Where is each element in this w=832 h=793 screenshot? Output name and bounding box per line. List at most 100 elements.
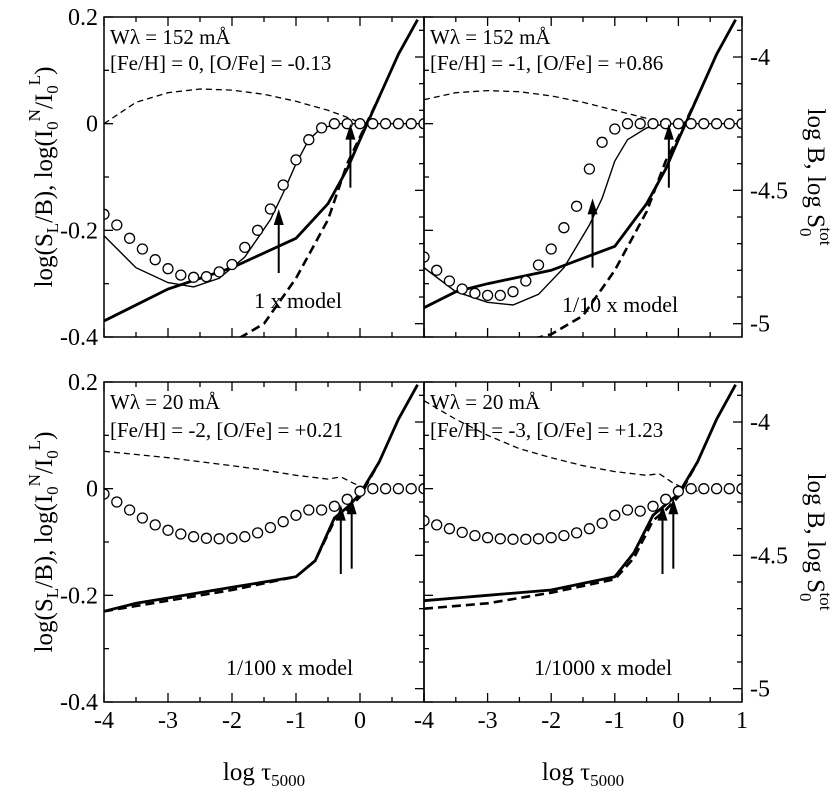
x-tick-label-left: -2 [222, 708, 242, 734]
circle-point-p4-10 [545, 532, 557, 544]
circle-point-p2-7 [507, 286, 519, 298]
circle-point-p1-2 [123, 232, 136, 244]
x-tick-label-left: -1 [286, 708, 306, 734]
circle-point-p3-6 [175, 528, 187, 540]
circle-point-p1-23 [392, 118, 405, 130]
circle-point-p3-23 [392, 483, 405, 495]
circle-point-p2-0 [424, 251, 430, 263]
circle-point-p1-22 [379, 118, 392, 130]
series-thick-solid-p1 [104, 19, 419, 323]
circle-point-p4-22 [698, 483, 710, 495]
y-left-tick-label-top: -0.2 [60, 218, 98, 244]
circle-point-p3-25 [418, 483, 424, 495]
circle-point-p3-15 [290, 509, 302, 521]
panel-top-right [423, 16, 743, 338]
x-tick-label-left: 0 [354, 708, 366, 734]
circle-point-p1-17 [315, 122, 328, 134]
circle-point-p3-12 [251, 527, 264, 539]
panel-abund-label-bottom-left: [Fe/H] = -2, [O/Fe] = +0.21 [110, 418, 343, 442]
panel-w-label-bottom-right: Wλ = 20 mÅ [430, 390, 541, 414]
panel-abund-label-top-left: [Fe/H] = 0, [O/Fe] = -0.13 [110, 51, 331, 75]
series-thin-dashed-p4 [424, 400, 698, 492]
series-thick-solid-p3 [104, 384, 419, 613]
plot-area-p1 [104, 19, 424, 337]
circle-point-p4-0 [424, 515, 430, 527]
circle-point-p3-18 [328, 500, 341, 512]
panel-w-label-bottom-left: Wλ = 20 mÅ [110, 390, 221, 414]
circle-point-p3-3 [136, 512, 149, 524]
y-right-axis-title-bottom: log B, log S0tot [796, 474, 832, 611]
circle-point-p4-5 [481, 532, 494, 544]
y-left-tick-label-top: -0.4 [60, 325, 98, 351]
circle-point-p1-7 [187, 271, 200, 283]
circle-point-p2-5 [481, 289, 494, 302]
x-tick-label-right: -1 [605, 708, 625, 734]
circle-point-p2-14 [596, 136, 608, 148]
circle-point-p1-9 [213, 266, 225, 278]
circle-point-p4-17 [634, 505, 646, 517]
plot-area-p4 [424, 384, 742, 610]
circle-point-p3-19 [341, 493, 353, 505]
circle-point-p3-5 [162, 524, 174, 536]
circle-point-p1-3 [136, 243, 149, 255]
y-right-tick-label-bottom: -5 [750, 677, 770, 703]
circle-point-p1-10 [226, 258, 238, 271]
circle-point-p4-21 [685, 483, 697, 495]
y-right-tick-label-bottom: -4 [750, 410, 770, 436]
circle-point-p3-17 [315, 504, 328, 516]
circle-point-p4-16 [621, 504, 634, 516]
series-thick-solid-p2 [424, 19, 737, 309]
circle-point-p2-8 [520, 275, 532, 287]
circle-point-p4-3 [456, 526, 468, 539]
circle-point-p1-24 [405, 118, 417, 130]
arrow-head-p1-0 [273, 209, 284, 225]
y-left-tick-label-bottom: 0.2 [68, 370, 98, 396]
circle-point-p1-21 [367, 118, 379, 130]
x-axis-title-left: log τ5000 [223, 759, 305, 790]
series-thick-dashed-p1 [238, 96, 381, 337]
circle-point-p4-11 [558, 529, 570, 542]
x-tick-label-right: -3 [478, 708, 498, 734]
circle-point-p2-18 [647, 118, 659, 130]
circle-point-p2-6 [494, 289, 506, 302]
circle-point-p1-15 [290, 154, 302, 166]
circle-point-p1-14 [277, 179, 289, 191]
circle-point-p3-22 [379, 483, 392, 495]
panel-w-label-top-left: Wλ = 152 mÅ [110, 25, 231, 49]
panel-bottom-right [423, 381, 743, 703]
series-thin-dashed-p3 [104, 450, 380, 492]
circle-point-p1-13 [264, 203, 277, 215]
circle-point-p4-23 [710, 483, 723, 495]
circle-point-p3-11 [239, 531, 251, 543]
x-tick-label-right: 0 [672, 708, 684, 734]
x-tick-label-left: -3 [158, 708, 178, 734]
circle-point-p2-24 [723, 118, 735, 130]
arrow-head-p4-1 [668, 498, 679, 515]
circle-point-p2-13 [583, 163, 596, 175]
y-left-tick-label-bottom: 0 [86, 477, 98, 503]
circle-point-p4-8 [520, 533, 532, 545]
circle-point-p2-22 [698, 118, 710, 130]
y-left-tick-label-top: 0.2 [68, 5, 98, 31]
circle-point-p4-6 [494, 533, 506, 545]
series-thick-solid-p4 [424, 384, 737, 603]
circle-point-p4-12 [570, 527, 583, 539]
arrow-head-p2-1 [663, 123, 674, 140]
x-tick-label-right: 1 [736, 708, 748, 734]
circle-point-p1-20 [354, 118, 366, 130]
circle-point-p4-18 [647, 500, 659, 512]
y-right-axis-title-top: log B, log S0tot [796, 109, 832, 246]
circle-point-p4-25 [736, 483, 742, 495]
circle-point-p2-25 [736, 118, 742, 130]
circle-point-p4-20 [672, 485, 685, 497]
circle-point-p3-1 [111, 496, 123, 508]
y-left-tick-label-bottom: -0.2 [60, 583, 98, 609]
circle-point-p4-15 [609, 509, 621, 521]
arrow-head-p2-0 [587, 198, 598, 215]
circle-point-p1-16 [303, 134, 315, 146]
circle-point-p4-24 [723, 483, 735, 495]
circle-point-p3-8 [200, 532, 213, 544]
circle-point-p4-7 [507, 533, 519, 545]
x-tick-label-left: -4 [94, 708, 114, 734]
